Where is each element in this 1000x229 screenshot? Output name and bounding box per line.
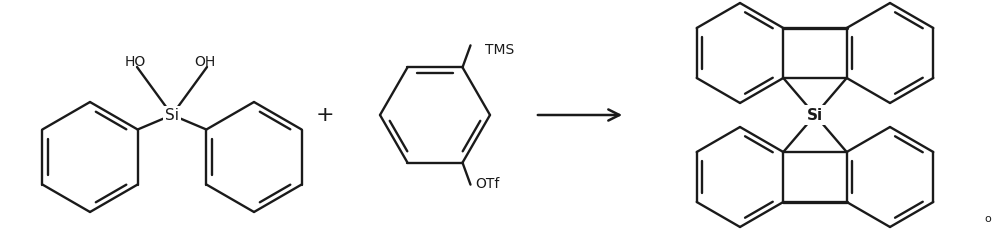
Text: OTf: OTf bbox=[475, 177, 499, 191]
Text: HO: HO bbox=[124, 55, 146, 69]
Text: OH: OH bbox=[194, 55, 216, 69]
Text: +: + bbox=[316, 105, 334, 125]
Text: TMS: TMS bbox=[485, 43, 514, 57]
Text: Si: Si bbox=[165, 107, 179, 123]
Text: Si: Si bbox=[807, 107, 823, 123]
Text: o: o bbox=[985, 214, 991, 224]
